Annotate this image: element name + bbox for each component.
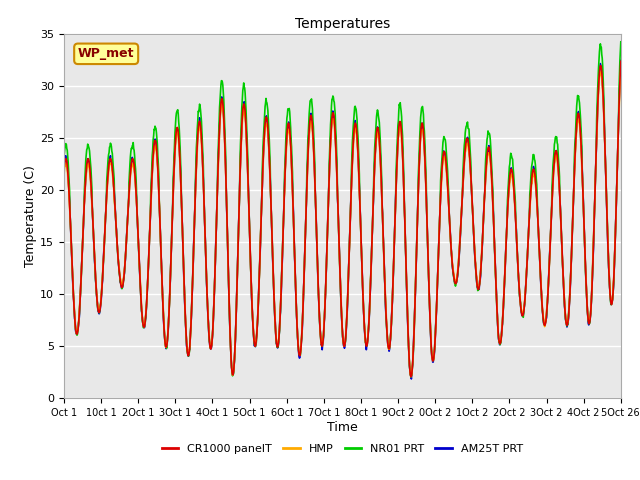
- AM25T PRT: [60, 165, 68, 170]
- CR1000 panelT: [364, 332, 372, 337]
- NR01 PRT: [60, 154, 68, 159]
- NR01 PRT: [364, 331, 372, 336]
- Text: WP_met: WP_met: [78, 48, 134, 60]
- Line: HMP: HMP: [64, 70, 621, 376]
- NR01 PRT: [248, 292, 255, 298]
- HMP: [60, 173, 68, 179]
- AM25T PRT: [353, 128, 360, 133]
- NR01 PRT: [134, 228, 141, 234]
- NR01 PRT: [353, 111, 360, 117]
- CR1000 panelT: [154, 165, 162, 171]
- HMP: [134, 228, 141, 233]
- CR1000 panelT: [353, 127, 360, 132]
- AM25T PRT: [248, 295, 255, 300]
- CR1000 panelT: [60, 168, 68, 173]
- Title: Temperatures: Temperatures: [295, 17, 390, 31]
- CR1000 panelT: [617, 59, 625, 64]
- AM25T PRT: [617, 58, 625, 63]
- HMP: [364, 330, 372, 336]
- CR1000 panelT: [248, 292, 255, 298]
- HMP: [154, 168, 162, 174]
- NR01 PRT: [154, 153, 162, 158]
- HMP: [301, 228, 309, 234]
- HMP: [248, 289, 255, 295]
- CR1000 panelT: [407, 374, 415, 380]
- AM25T PRT: [364, 331, 372, 337]
- HMP: [617, 67, 625, 72]
- Line: NR01 PRT: NR01 PRT: [64, 42, 621, 377]
- AM25T PRT: [134, 227, 141, 233]
- Legend: CR1000 panelT, HMP, NR01 PRT, AM25T PRT: CR1000 panelT, HMP, NR01 PRT, AM25T PRT: [157, 440, 527, 458]
- CR1000 panelT: [134, 227, 141, 232]
- HMP: [407, 373, 415, 379]
- AM25T PRT: [154, 163, 162, 169]
- AM25T PRT: [301, 228, 309, 233]
- Y-axis label: Temperature (C): Temperature (C): [24, 165, 37, 267]
- Line: AM25T PRT: AM25T PRT: [64, 60, 621, 379]
- Line: CR1000 panelT: CR1000 panelT: [64, 61, 621, 377]
- NR01 PRT: [617, 39, 625, 45]
- AM25T PRT: [408, 376, 415, 382]
- X-axis label: Time: Time: [327, 421, 358, 434]
- HMP: [353, 132, 360, 137]
- NR01 PRT: [301, 228, 309, 233]
- NR01 PRT: [407, 374, 415, 380]
- CR1000 panelT: [301, 227, 309, 233]
